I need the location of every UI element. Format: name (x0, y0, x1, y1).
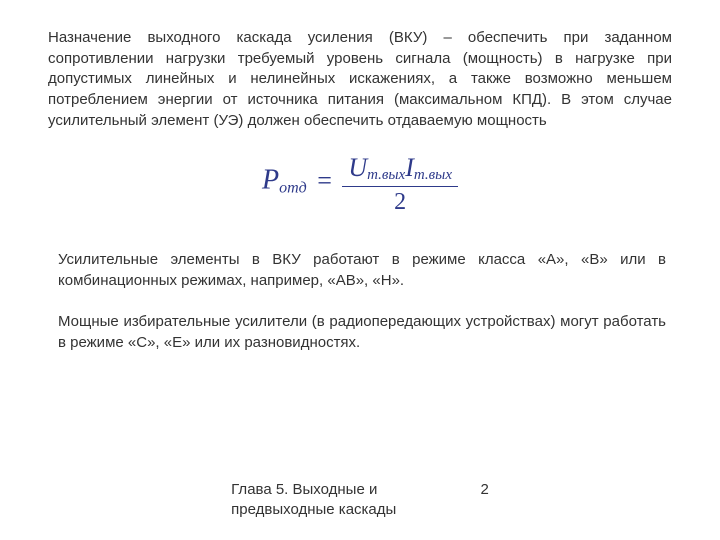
footer-line-2: предвыходные каскады (231, 501, 396, 518)
footer-page-number: 2 (480, 480, 488, 500)
paragraph-1: Назначение выходного каскада усиления (В… (48, 28, 672, 131)
numerator-u-sub: т.вых (367, 167, 405, 183)
formula-denominator: 2 (342, 189, 458, 216)
fraction-bar-icon (342, 186, 458, 187)
numerator-i: I (405, 153, 414, 182)
formula-numerator: Uт.выхIт.вых (342, 153, 458, 184)
page-footer: Глава 5. Выходные и предвыходные каскады… (0, 480, 720, 521)
paragraph-2: Усилительные элементы в ВКУ работают в р… (48, 250, 672, 291)
footer-chapter: Глава 5. Выходные и предвыходные каскады (231, 480, 396, 521)
equals-icon: = (311, 166, 338, 195)
formula-fraction: Uт.выхIт.вых 2 (342, 153, 458, 216)
footer-line-1: Глава 5. Выходные и (231, 481, 377, 498)
page: Назначение выходного каскада усиления (В… (0, 0, 720, 540)
formula-lhs-symbol: P (262, 165, 279, 196)
paragraph-3: Мощные избирательные усилители (в радиоп… (48, 312, 672, 353)
formula-lhs-sub: отд (279, 180, 307, 197)
numerator-u: U (348, 153, 367, 182)
numerator-i-sub: т.вых (414, 167, 452, 183)
power-formula: Pотд = Uт.выхIт.вых 2 (48, 153, 672, 216)
